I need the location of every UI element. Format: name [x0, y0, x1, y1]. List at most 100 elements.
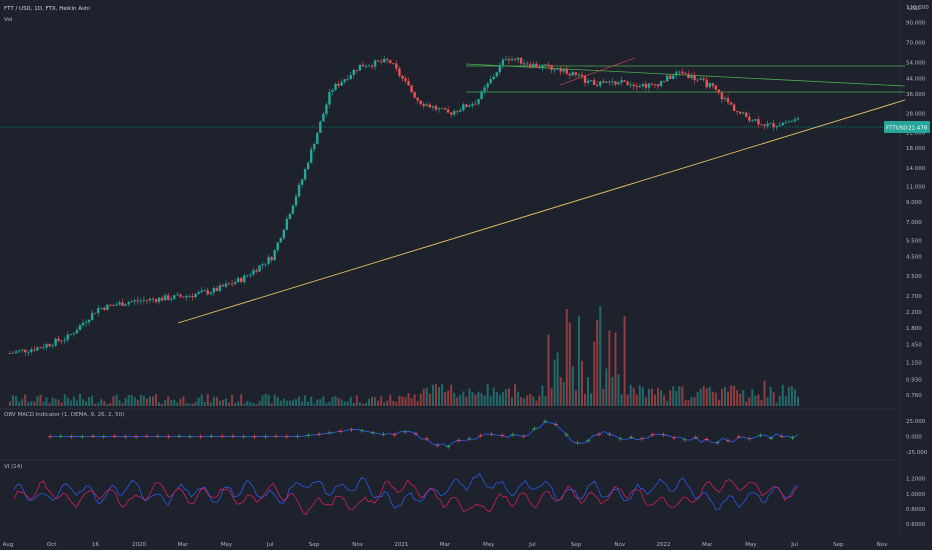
volume-bar: [112, 396, 115, 406]
time-tick-label: May: [745, 542, 757, 548]
candle-body: [468, 105, 471, 107]
candle-body: [395, 63, 398, 69]
volume-bar: [495, 392, 498, 406]
volume-bar: [778, 396, 781, 406]
candle-body: [121, 302, 124, 306]
volume-bar: [237, 401, 240, 406]
obv-marker: +: [47, 433, 53, 441]
time-tick-label: Jul: [528, 542, 536, 548]
volume-bar: [276, 396, 279, 406]
volume-bar: [349, 396, 352, 406]
obv-marker: +: [381, 431, 387, 439]
candle-body: [358, 64, 362, 71]
volume-bar: [319, 399, 322, 406]
obv-marker: +: [704, 435, 710, 443]
volume-bar: [787, 387, 790, 406]
candle-body: [352, 69, 355, 76]
obv-markers: + + + + + + + + + + + + + + + + + + + + + + + + + + + + + + + + + + + + + + + +…: [47, 418, 796, 451]
volume-bar: [9, 401, 11, 406]
candle-body: [440, 108, 444, 110]
candle-body: [486, 83, 489, 88]
volume-bar: [498, 395, 501, 406]
volume-bar: [480, 393, 483, 406]
candle-body: [562, 69, 565, 72]
candle-body: [93, 312, 97, 314]
candle-body: [297, 184, 301, 197]
candle-body: [90, 312, 94, 320]
volume-bar: [151, 396, 154, 406]
candle-body: [745, 112, 748, 117]
candle-body: [112, 305, 115, 306]
time-tick-label: Sep: [571, 542, 582, 548]
time-tick-label: Nov: [614, 542, 625, 548]
candle-body: [693, 75, 696, 81]
volume-bar: [504, 389, 507, 406]
candle-body: [173, 295, 176, 299]
volume-bar: [304, 395, 307, 406]
candle-body: [118, 302, 121, 305]
volume-bar: [501, 391, 504, 406]
volume-bar: [246, 400, 249, 406]
volume-bar: [386, 400, 389, 406]
obv-marker: +: [435, 441, 441, 449]
volume-bar: [626, 394, 629, 406]
volume-bar: [711, 391, 714, 406]
price-tick-label: 14.000: [906, 166, 926, 172]
volume-bar: [106, 403, 109, 406]
volume-bar: [727, 391, 730, 406]
candle-body: [656, 84, 660, 87]
candle-body: [635, 86, 638, 87]
volume-bar: [514, 384, 517, 406]
candle-body: [471, 103, 474, 106]
candle-body: [787, 121, 791, 123]
candle-body: [732, 104, 736, 111]
candle-body: [63, 339, 66, 341]
volume-bar: [407, 393, 410, 406]
volume-bar: [337, 398, 340, 406]
candle-body: [270, 257, 273, 261]
time-tick-label: Mar: [702, 542, 713, 548]
candle-body: [586, 80, 590, 83]
volume-bar: [596, 320, 599, 406]
price-tag-symbol: FTTUSD: [886, 126, 907, 132]
candle-body: [769, 123, 772, 125]
volume-bar: [82, 399, 85, 406]
volume-bar: [188, 403, 191, 406]
candle-body: [723, 98, 727, 100]
volume-bar: [577, 316, 580, 406]
price-tick-label: 9.000: [906, 200, 922, 206]
candle-body: [36, 347, 39, 351]
volume-bar: [532, 396, 535, 406]
volume-bar: [218, 400, 221, 406]
candle-body: [343, 79, 346, 82]
candle-body: [379, 61, 383, 63]
price-tick-label: 70.000: [906, 40, 926, 46]
volume-bar: [182, 396, 185, 406]
candle-body: [246, 275, 249, 277]
obv-marker: +: [112, 433, 118, 441]
candle-body: [51, 345, 54, 347]
volume-bar: [425, 387, 428, 406]
volume-bar: [167, 396, 170, 406]
candle-body: [17, 350, 21, 352]
candle-body: [422, 103, 425, 106]
volume-bar: [368, 399, 371, 406]
candle-body: [136, 300, 139, 302]
volume-bar: [145, 398, 148, 406]
candle-body: [279, 238, 282, 243]
vi-tick-label: 0.6000: [906, 522, 926, 528]
obv-marker: +: [639, 435, 645, 443]
obv-marker: +: [456, 436, 462, 444]
volume-bar: [288, 400, 291, 406]
volume-bar: [736, 390, 739, 406]
volume-bar: [142, 395, 145, 406]
vi-title: VI (14): [4, 464, 22, 470]
candle-body: [176, 294, 179, 296]
candle-body: [449, 112, 453, 115]
volume-bar: [599, 306, 602, 406]
obv-marker: +: [757, 431, 763, 439]
volume-bar: [784, 396, 787, 406]
candle-body: [620, 80, 623, 83]
vi-tick-label: 0.8000: [906, 507, 926, 513]
volume-bar: [389, 394, 392, 406]
